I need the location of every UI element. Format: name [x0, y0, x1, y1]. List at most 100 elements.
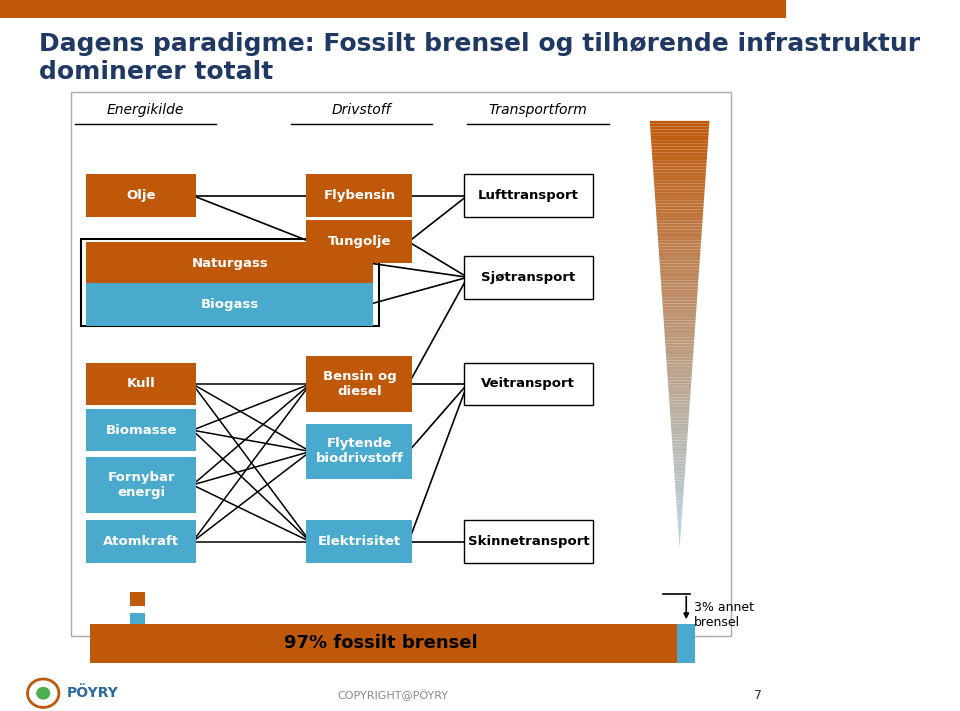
FancyBboxPatch shape: [306, 220, 413, 263]
FancyBboxPatch shape: [464, 520, 593, 563]
Polygon shape: [665, 343, 694, 346]
Polygon shape: [673, 461, 685, 464]
Polygon shape: [674, 464, 685, 466]
Polygon shape: [654, 172, 706, 175]
Text: Bensin og
diesel: Bensin og diesel: [323, 370, 396, 398]
Polygon shape: [654, 178, 706, 181]
Polygon shape: [662, 301, 697, 304]
Text: Elektrisitet: Elektrisitet: [318, 535, 401, 548]
Polygon shape: [670, 417, 688, 420]
Text: Olje: Olje: [127, 189, 156, 202]
Polygon shape: [660, 272, 699, 275]
Text: Flytende
biodrivstoff: Flytende biodrivstoff: [316, 437, 403, 466]
Polygon shape: [674, 472, 685, 475]
Polygon shape: [660, 278, 699, 281]
Polygon shape: [650, 124, 709, 127]
Polygon shape: [672, 440, 687, 444]
FancyBboxPatch shape: [86, 174, 197, 217]
Polygon shape: [657, 223, 703, 226]
Polygon shape: [656, 203, 704, 206]
Polygon shape: [668, 380, 691, 383]
Text: Sjøtransport: Sjøtransport: [481, 271, 575, 284]
Polygon shape: [678, 529, 681, 532]
Polygon shape: [675, 483, 684, 486]
Text: COPYRIGHT@PÖYRY: COPYRIGHT@PÖYRY: [337, 690, 448, 701]
FancyBboxPatch shape: [464, 174, 593, 217]
Polygon shape: [651, 132, 708, 135]
Polygon shape: [669, 397, 690, 400]
Polygon shape: [678, 523, 682, 526]
Polygon shape: [677, 506, 683, 509]
Polygon shape: [660, 255, 700, 258]
Polygon shape: [676, 489, 684, 492]
Polygon shape: [668, 386, 691, 389]
Polygon shape: [664, 324, 695, 326]
Polygon shape: [666, 355, 693, 358]
Text: Kull: Kull: [127, 378, 156, 390]
Polygon shape: [675, 478, 684, 481]
Polygon shape: [675, 475, 684, 478]
Polygon shape: [658, 235, 702, 238]
Polygon shape: [655, 198, 704, 201]
Polygon shape: [651, 144, 708, 146]
FancyBboxPatch shape: [130, 613, 145, 627]
FancyBboxPatch shape: [464, 363, 593, 405]
Polygon shape: [671, 432, 687, 434]
Polygon shape: [655, 192, 705, 195]
FancyBboxPatch shape: [306, 174, 413, 217]
Polygon shape: [664, 326, 695, 329]
Text: Biomasse: Biomasse: [106, 424, 178, 437]
Polygon shape: [652, 155, 708, 158]
Polygon shape: [678, 518, 682, 520]
Polygon shape: [657, 218, 703, 220]
Polygon shape: [652, 152, 708, 155]
Polygon shape: [675, 486, 684, 489]
Polygon shape: [652, 149, 708, 152]
Polygon shape: [654, 181, 706, 183]
Polygon shape: [651, 138, 708, 141]
Polygon shape: [654, 175, 706, 178]
Polygon shape: [674, 466, 685, 469]
Text: Skinnetransport: Skinnetransport: [468, 535, 589, 548]
Text: Energikilde: Energikilde: [107, 103, 184, 117]
Text: Flybensin: Flybensin: [324, 189, 396, 202]
Polygon shape: [671, 429, 688, 432]
FancyBboxPatch shape: [90, 624, 677, 663]
Polygon shape: [661, 287, 698, 289]
Polygon shape: [656, 201, 704, 203]
Polygon shape: [657, 226, 702, 230]
Polygon shape: [670, 406, 689, 409]
Polygon shape: [665, 349, 693, 352]
Polygon shape: [658, 232, 702, 235]
FancyBboxPatch shape: [464, 256, 593, 299]
Polygon shape: [659, 250, 701, 252]
Polygon shape: [673, 458, 686, 461]
Text: Biogass: Biogass: [201, 298, 259, 311]
FancyBboxPatch shape: [130, 592, 145, 606]
Text: PÖYRY: PÖYRY: [67, 686, 119, 700]
Polygon shape: [676, 498, 684, 501]
Polygon shape: [660, 281, 698, 284]
Polygon shape: [664, 329, 695, 332]
Polygon shape: [659, 252, 700, 255]
Polygon shape: [660, 267, 699, 269]
Text: Fornybar
energi: Fornybar energi: [108, 471, 176, 499]
Text: Transportform: Transportform: [489, 103, 588, 117]
FancyBboxPatch shape: [306, 424, 413, 479]
Polygon shape: [660, 275, 699, 278]
Polygon shape: [650, 127, 709, 129]
Polygon shape: [651, 141, 708, 144]
Circle shape: [36, 687, 50, 700]
FancyBboxPatch shape: [677, 624, 695, 663]
Polygon shape: [653, 164, 707, 166]
Polygon shape: [665, 346, 694, 349]
FancyBboxPatch shape: [86, 283, 373, 326]
Polygon shape: [660, 261, 700, 264]
Polygon shape: [660, 269, 699, 272]
Text: Atomkraft: Atomkraft: [104, 535, 180, 548]
Circle shape: [28, 679, 59, 707]
Polygon shape: [666, 352, 693, 355]
Polygon shape: [666, 358, 693, 360]
Text: dominerer totalt: dominerer totalt: [39, 60, 274, 85]
Polygon shape: [666, 360, 693, 363]
